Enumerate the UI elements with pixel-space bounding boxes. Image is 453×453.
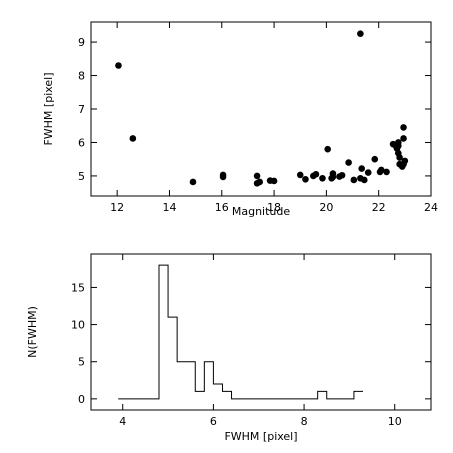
y-tick-label: 6 — [78, 136, 85, 149]
y-axis-label: FWHM [pixel] — [42, 72, 55, 145]
x-tick-label: 18 — [267, 201, 281, 214]
x-tick-label: 16 — [215, 201, 229, 214]
data-point — [329, 173, 337, 181]
data-point — [302, 175, 309, 183]
data-point — [383, 168, 390, 176]
x-tick-label: 10 — [388, 415, 402, 428]
x-axis-label: Magnitude — [232, 205, 291, 218]
y-tick-label: 0 — [78, 393, 85, 406]
data-point — [253, 172, 261, 180]
y-tick-label: 5 — [78, 170, 85, 183]
data-point — [256, 178, 263, 186]
x-tick-label: 4 — [119, 415, 126, 428]
data-point — [371, 155, 379, 163]
data-point — [395, 139, 402, 146]
x-tick-label: 24 — [424, 201, 438, 214]
data-point — [296, 171, 304, 179]
data-point — [357, 30, 364, 38]
histogram-panel: 4 6 8 10 0 5 10 15 FWHM [pixel] N(FWHM) — [26, 253, 432, 443]
x-tick-label: 14 — [162, 201, 176, 214]
y-axis-label: N(FWHM) — [26, 306, 39, 358]
data-point — [189, 178, 197, 186]
data-point — [400, 124, 407, 131]
data-point — [319, 174, 326, 182]
data-point — [401, 157, 409, 165]
scatter-panel: 12 14 16 18 20 22 24 5 6 7 8 9 Magnitude FWHM [pixel] — [42, 21, 438, 218]
y-tick-label: 7 — [78, 103, 85, 116]
data-point — [396, 154, 403, 161]
data-point — [270, 177, 278, 185]
y-tick-label: 5 — [78, 356, 85, 369]
data-point — [358, 165, 365, 172]
x-tick-label: 20 — [319, 201, 333, 214]
data-point — [129, 135, 137, 142]
data-point — [312, 170, 320, 178]
data-point — [345, 159, 352, 166]
x-tick-label: 22 — [372, 201, 386, 214]
histogram-steps — [118, 264, 363, 400]
y-tick-label: 9 — [78, 36, 85, 49]
data-point — [361, 176, 368, 184]
data-point — [350, 176, 358, 184]
data-point — [400, 135, 407, 142]
data-point — [324, 145, 331, 153]
x-axis-label: FWHM [pixel] — [224, 430, 297, 443]
data-point — [338, 171, 346, 179]
y-tick-label: 8 — [78, 70, 85, 83]
x-tick-label: 6 — [210, 415, 217, 428]
x-tick-label: 12 — [110, 201, 124, 214]
data-point — [115, 62, 122, 69]
data-point — [364, 169, 372, 176]
x-tick-label: 8 — [301, 415, 308, 428]
data-point — [219, 171, 227, 179]
y-tick-label: 15 — [71, 281, 85, 294]
plot-frame — [90, 253, 432, 411]
data-point — [378, 166, 385, 174]
y-tick-label: 10 — [71, 319, 85, 332]
